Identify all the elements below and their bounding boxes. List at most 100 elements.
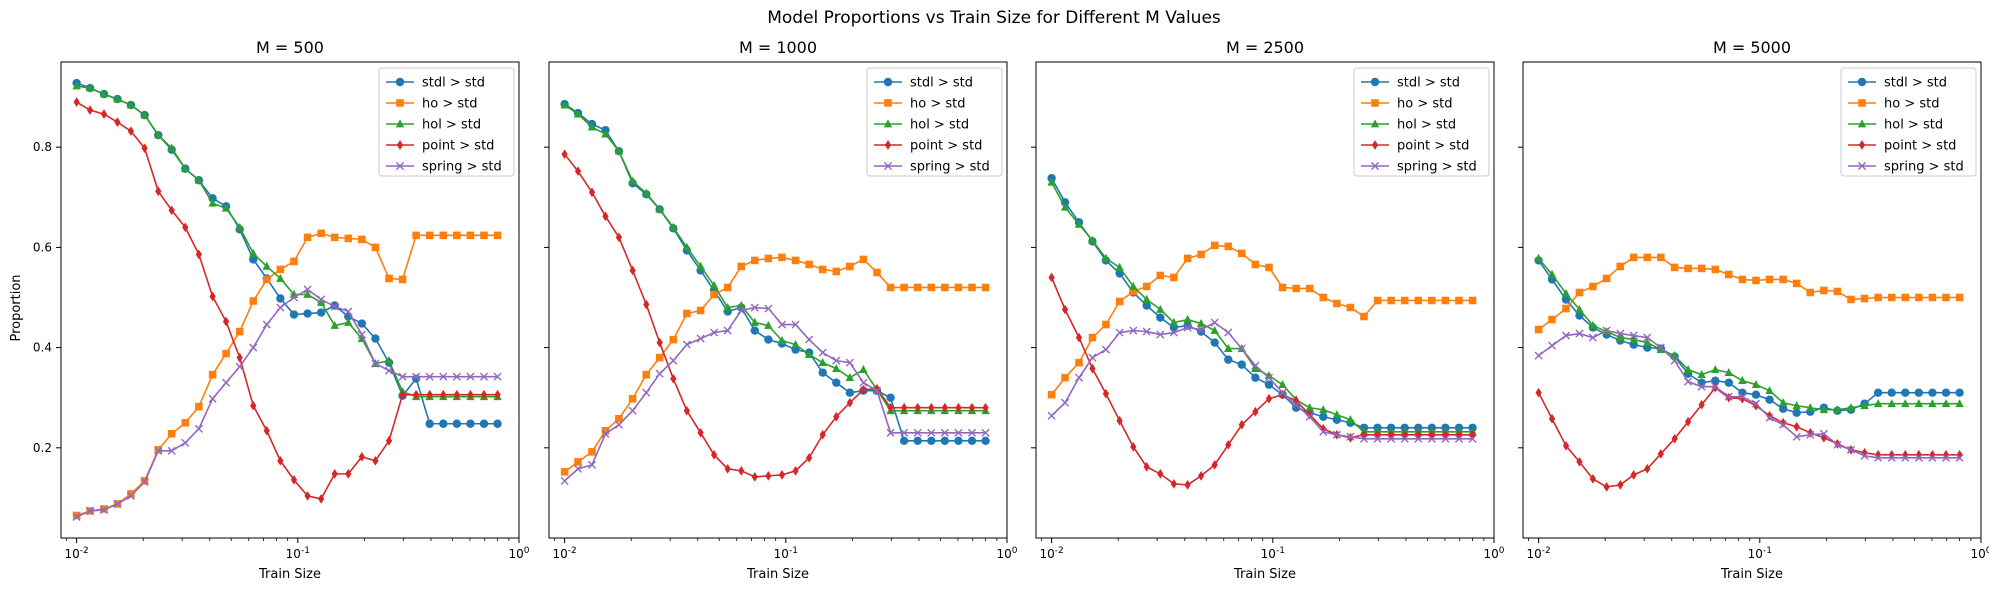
data-point xyxy=(222,378,231,387)
data-point xyxy=(1873,399,1883,408)
data-point xyxy=(1142,282,1151,291)
data-point xyxy=(764,335,773,344)
legend-marker xyxy=(1857,161,1867,171)
legend-marker-stroke-b xyxy=(1857,161,1867,171)
data-point xyxy=(737,306,746,315)
legend-entry: spring > std xyxy=(386,160,502,175)
data-point-stroke-b xyxy=(927,428,936,437)
data-point xyxy=(859,365,868,374)
legend-marker xyxy=(884,140,892,150)
data-point xyxy=(276,303,285,312)
data-point xyxy=(1088,333,1097,342)
data-point xyxy=(154,130,163,139)
subplot-3: M = 2500 10-2 10-1 100 Train Size stdl > std h… xyxy=(1031,38,1505,582)
data-point xyxy=(317,494,325,504)
data-point xyxy=(628,394,637,403)
data-point xyxy=(168,205,175,216)
data-point xyxy=(1901,388,1910,397)
data-point xyxy=(181,418,190,427)
data-point xyxy=(1143,462,1150,472)
data-point-stroke-b xyxy=(1779,420,1788,429)
data-point xyxy=(1534,325,1543,334)
y-tick-label: 0.6 xyxy=(33,240,52,254)
data-point-stroke-b xyxy=(750,303,759,312)
data-point xyxy=(1914,453,1923,462)
data-point xyxy=(1305,412,1314,421)
data-point xyxy=(655,204,664,213)
data-point xyxy=(1819,405,1829,414)
data-point xyxy=(276,265,285,274)
data-point xyxy=(1156,313,1165,322)
data-point xyxy=(250,400,257,411)
data-point xyxy=(1225,439,1232,450)
data-point xyxy=(371,243,380,252)
data-point xyxy=(235,362,244,371)
data-point xyxy=(1575,288,1584,297)
data-point xyxy=(1237,344,1246,353)
data-point xyxy=(154,446,163,454)
data-point-stroke-b xyxy=(628,406,637,415)
data-point xyxy=(1616,262,1625,271)
data-point-stroke-b xyxy=(1738,392,1747,401)
data-point xyxy=(371,334,380,343)
legend-marker xyxy=(883,161,893,171)
data-point-stroke-b xyxy=(1346,432,1355,441)
data-point xyxy=(1264,371,1274,380)
data-point xyxy=(601,429,610,438)
data-point xyxy=(1752,400,1760,411)
series-line xyxy=(1050,181,1473,433)
data-point xyxy=(846,262,854,271)
legend-box xyxy=(378,67,515,177)
data-point xyxy=(440,389,447,400)
data-point xyxy=(940,436,950,445)
data-point xyxy=(140,477,149,486)
legend-label: hol > std xyxy=(910,118,969,133)
data-point xyxy=(262,261,271,270)
data-point xyxy=(1102,320,1110,329)
data-point-stroke-b xyxy=(1806,430,1815,439)
data-point xyxy=(1955,388,1964,397)
data-point xyxy=(167,446,176,455)
data-point xyxy=(1428,296,1436,305)
data-point xyxy=(573,464,583,473)
data-point xyxy=(1547,341,1557,350)
data-point xyxy=(99,505,109,515)
data-point xyxy=(1279,389,1286,400)
data-point xyxy=(1684,377,1693,386)
data-point-stroke-b xyxy=(1183,323,1192,332)
data-point xyxy=(1901,293,1910,302)
data-point xyxy=(1914,388,1924,397)
data-point xyxy=(1860,451,1869,460)
data-point xyxy=(1820,286,1828,295)
data-point xyxy=(1602,274,1611,283)
data-point-stroke-b xyxy=(1846,445,1856,454)
legend-label: hol > std xyxy=(1884,118,1943,133)
data-point xyxy=(1928,388,1937,397)
data-point-stroke-b xyxy=(371,359,380,368)
data-point xyxy=(453,231,461,240)
data-point xyxy=(494,389,501,400)
data-point-stroke-b xyxy=(1169,328,1178,337)
data-point xyxy=(696,334,705,343)
data-point xyxy=(832,378,841,387)
data-point-stroke-b xyxy=(832,356,841,365)
data-point xyxy=(1441,434,1450,443)
data-point xyxy=(384,356,394,364)
data-point xyxy=(385,274,393,283)
data-point xyxy=(289,293,299,302)
data-point xyxy=(1941,453,1951,462)
data-point xyxy=(954,428,963,437)
data-point xyxy=(167,430,176,438)
data-point xyxy=(154,446,163,455)
data-point xyxy=(181,164,190,173)
data-point-stroke-b xyxy=(1547,341,1557,350)
data-point xyxy=(1088,353,1097,362)
data-point xyxy=(886,428,895,437)
data-point-stroke-b xyxy=(344,307,353,316)
data-point xyxy=(832,267,841,276)
data-point xyxy=(560,100,569,109)
data-point xyxy=(1942,293,1950,302)
data-point-stroke-b xyxy=(1156,330,1165,339)
series-line xyxy=(76,288,498,518)
legend-entry: hol > std xyxy=(1848,118,1943,133)
